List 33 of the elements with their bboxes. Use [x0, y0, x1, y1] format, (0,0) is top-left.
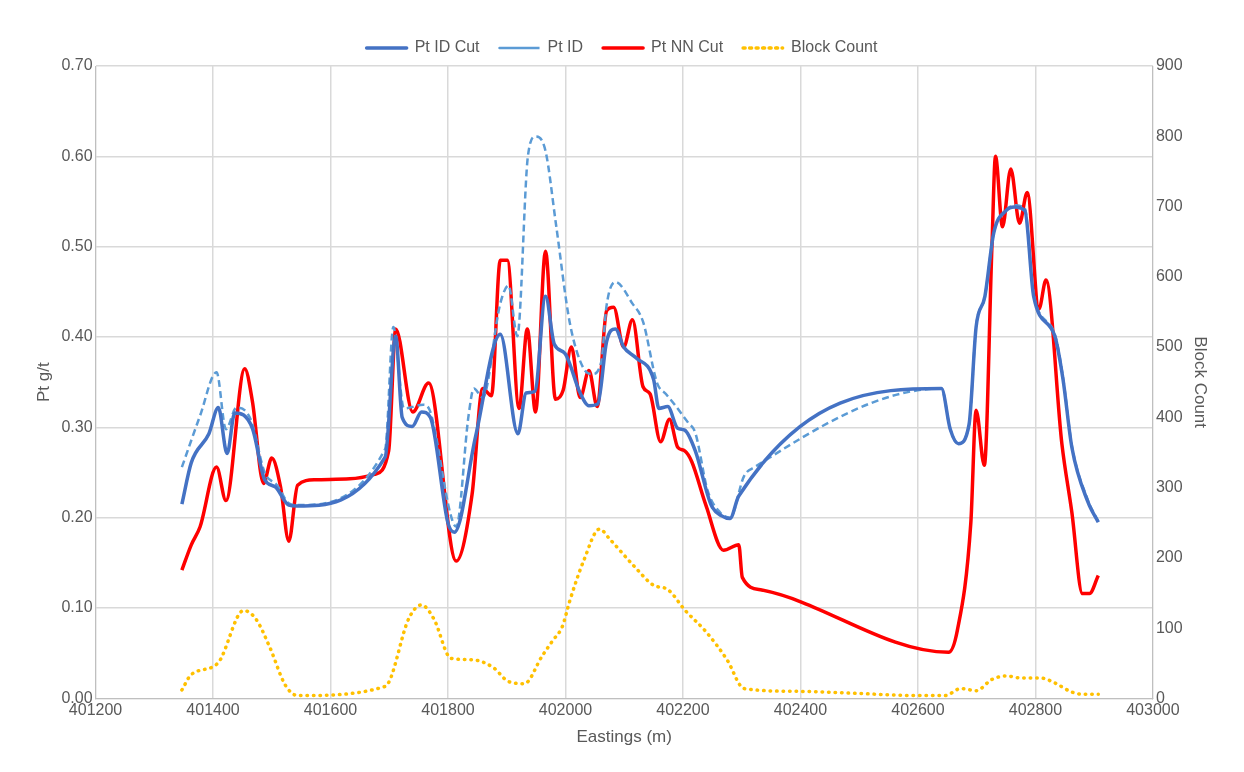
- y-tick-label: 0.40: [61, 327, 93, 345]
- x-tick-label: 402800: [1008, 701, 1063, 719]
- y2-tick-label: 400: [1155, 407, 1183, 425]
- x-tick-label: 402200: [656, 701, 710, 719]
- legend-label: Block Count: [791, 38, 878, 56]
- y-tick-label: 0.10: [61, 598, 93, 616]
- y2-tick-label: 800: [1155, 126, 1183, 144]
- x-tick-label: 401800: [421, 701, 475, 719]
- x-tick-label: 402000: [538, 701, 593, 719]
- legend-label: Pt ID Cut: [414, 38, 481, 56]
- y2-axis-title: Block Count: [1191, 336, 1211, 429]
- y-tick-label: 0.60: [61, 146, 93, 164]
- y2-tick-label: 200: [1155, 548, 1183, 566]
- legend-label: Pt NN Cut: [651, 38, 724, 56]
- x-tick-label: 402600: [891, 701, 945, 719]
- y-axis-title: Pt g/t: [33, 362, 53, 403]
- y-tick-label: 0.30: [61, 417, 93, 435]
- x-tick-label: 401600: [303, 701, 358, 719]
- x-tick-label: 402400: [773, 701, 828, 719]
- y-tick-label: 0.20: [61, 508, 93, 526]
- y2-tick-label: 500: [1155, 337, 1183, 355]
- y-tick-label: 0.50: [61, 237, 93, 255]
- y2-tick-label: 600: [1155, 267, 1183, 285]
- y2-tick-label: 100: [1155, 618, 1183, 636]
- x-axis-title: Eastings (m): [576, 727, 672, 747]
- line-series: [180, 205, 1101, 534]
- y2-tick-label: 700: [1155, 196, 1183, 214]
- y2-tick-label: 300: [1155, 478, 1183, 496]
- y-tick-label: 0.70: [61, 56, 93, 74]
- x-tick-label: 401400: [186, 701, 240, 719]
- y2-tick-label: 900: [1155, 56, 1183, 74]
- line-series: [180, 527, 1101, 698]
- legend-label: Pt ID: [547, 38, 584, 56]
